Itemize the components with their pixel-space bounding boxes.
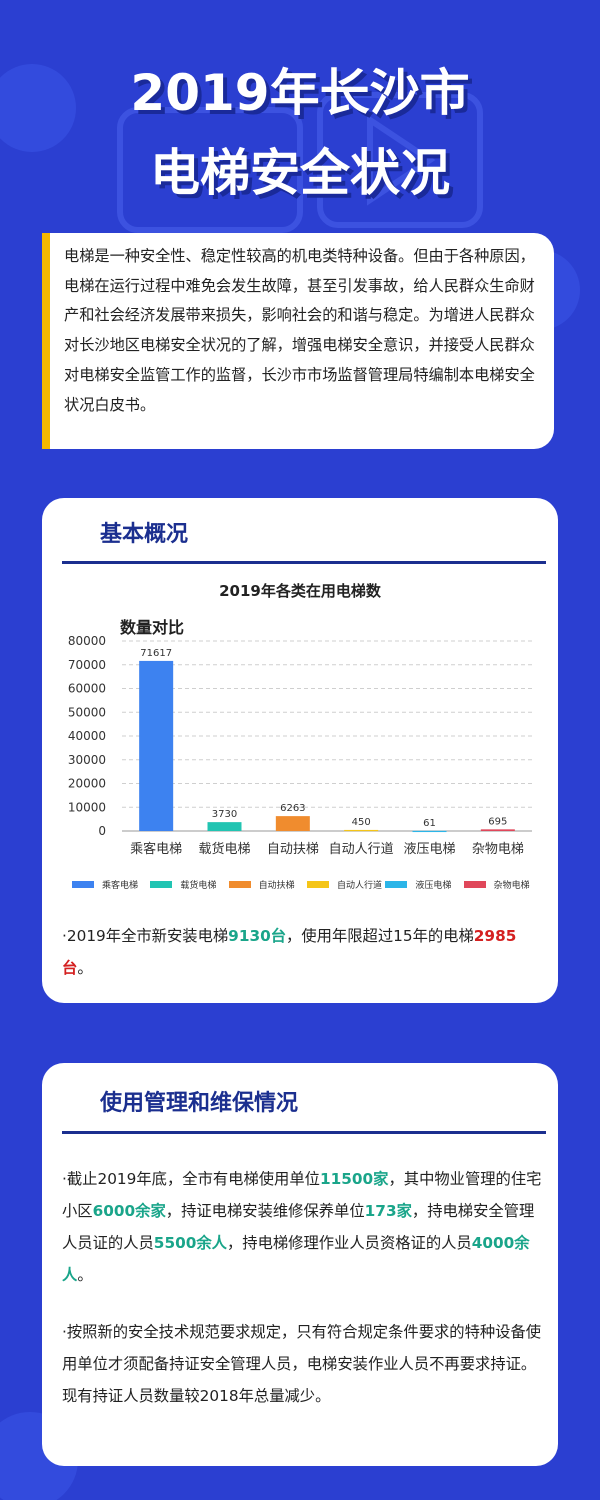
stat-suffix: 。 [77, 959, 93, 977]
page-title-line-2: 电梯安全状况 [150, 144, 450, 202]
legend-label: 载货电梯 [180, 881, 217, 891]
page-title-line-1: 2019年长沙市 [130, 64, 470, 122]
bar-value-label: 71617 [140, 648, 172, 659]
legend-label: 乘客电梯 [102, 881, 139, 891]
legend-swatch [385, 881, 408, 888]
bar-value-label: 6263 [280, 803, 305, 814]
y-tick-label: 30000 [68, 753, 106, 767]
legend-label: 杂物电梯 [493, 881, 530, 891]
y-tick-label: 40000 [68, 729, 106, 743]
bar-value-label: 3730 [212, 809, 237, 820]
section-title-management: 使用管理和维保情况 [100, 1091, 299, 1116]
x-tick-label: 乘客电梯 [130, 841, 182, 857]
y-tick-label: 10000 [68, 800, 106, 814]
legend-label: 自动人行道 [337, 881, 383, 891]
intro-text: 电梯是一种安全性、稳定性较高的机电类特种设备。但由于各种原因，电梯在运行过程中难… [64, 247, 535, 414]
y-tick-label: 70000 [68, 658, 106, 672]
p1-text-i: ，持电梯修理作业人员资格证的人员 [226, 1234, 472, 1252]
legend-swatch [307, 881, 329, 888]
management-card: 使用管理和维保情况 ·截止2019年底，全市有电梯使用单位11500家，其中物业… [42, 1063, 558, 1466]
bar-3 [344, 829, 379, 832]
x-tick-label: 杂物电梯 [472, 842, 524, 857]
p1-text-e: ，持证电梯安装维修保养单位 [165, 1202, 365, 1220]
bar-value-label: 61 [423, 818, 436, 829]
legend-swatch [72, 881, 94, 888]
bar-0 [139, 660, 174, 831]
legend-item: 自动扶梯 [228, 878, 295, 891]
stat-mid: ，使用年限超过15年的电梯 [286, 927, 474, 945]
chart-legend: 乘客电梯 载货电梯 自动扶梯 自动人行道 液压电梯 杂物电梯 [72, 878, 542, 892]
management-paragraph-1: ·截止2019年底，全市有电梯使用单位11500家，其中物业管理的住宅小区600… [62, 1163, 544, 1291]
safety-managers-count: 5500余人 [153, 1234, 227, 1252]
legend-item: 杂物电梯 [463, 878, 530, 891]
legend-label: 自动扶梯 [258, 881, 295, 891]
bar-value-label: 695 [488, 816, 507, 827]
p1-text-k: 。 [77, 1266, 93, 1284]
section-divider [62, 1131, 546, 1134]
bar-value-label: 450 [352, 817, 371, 828]
y-tick-label: 20000 [68, 777, 106, 791]
legend-swatch [228, 881, 251, 888]
section-title-basic-overview: 基本概况 [100, 522, 189, 547]
maintenance-units-count: 173家 [364, 1202, 412, 1220]
intro-accent-bar [42, 233, 50, 449]
intro-card: 电梯是一种安全性、稳定性较高的机电类特种设备。但由于各种原因，电梯在运行过程中难… [42, 233, 554, 449]
legend-label: 液压电梯 [415, 881, 452, 891]
repair-workers-count: 4000余人 [62, 1234, 530, 1284]
x-tick-label: 载货电梯 [198, 841, 250, 857]
y-tick-label: 60000 [68, 682, 106, 696]
legend-item: 载货电梯 [150, 878, 216, 891]
bar-2 [275, 816, 310, 831]
x-tick-label: 液压电梯 [403, 842, 455, 857]
bar-1 [207, 822, 242, 831]
chart-subtitle: 数量对比 [120, 618, 185, 637]
p1-text-g: ，持电梯安全管理人员证的人员 [62, 1202, 535, 1252]
bar-5 [480, 829, 515, 831]
x-tick-label: 自动人行道 [329, 842, 394, 857]
legend-swatch [463, 881, 486, 888]
p1-text-a: ·截止2019年底，全市有电梯使用单位 [62, 1170, 320, 1188]
chart-title: 2019年各类在用电梯数 [219, 582, 381, 600]
bar-4 [412, 830, 447, 833]
legend-item: 液压电梯 [385, 878, 451, 891]
old-elevator-count: 2985台 [62, 927, 517, 977]
units-count: 11500家 [319, 1170, 389, 1188]
stat-prefix: ·2019年全市新安装电梯 [62, 927, 229, 945]
xingchen-online-logo: 星辰在线 [445, 1429, 538, 1454]
legend-item: 乘客电梯 [72, 878, 138, 891]
section-divider [62, 561, 546, 564]
basic-overview-card: 基本概况 2019年各类在用电梯数 数量对比 0 10000 20000 30000 4… [42, 498, 558, 1003]
y-tick-label: 0 [98, 824, 106, 838]
new-install-count: 9130台 [228, 927, 287, 945]
legend-item: 自动人行道 [307, 878, 382, 891]
x-tick-label: 自动扶梯 [267, 842, 319, 857]
y-tick-label: 80000 [68, 634, 106, 648]
p1-text-c: ，其中物业管理的住宅小区 [62, 1170, 542, 1220]
y-tick-label: 50000 [68, 705, 106, 719]
legend-swatch [150, 881, 173, 888]
install-stat-text: ·2019年全市新安装电梯9130台，使用年限超过15年的电梯2985台。 [62, 920, 544, 984]
residential-count: 6000余家 [92, 1202, 166, 1220]
management-paragraph-2: ·按照新的安全技术规范要求规定，只有符合规定条件要求的特种设备使用单位才须配备持… [62, 1323, 542, 1405]
elevator-bar-chart: 0 10000 20000 30000 40000 50000 60000 70000 8000… [68, 634, 532, 857]
